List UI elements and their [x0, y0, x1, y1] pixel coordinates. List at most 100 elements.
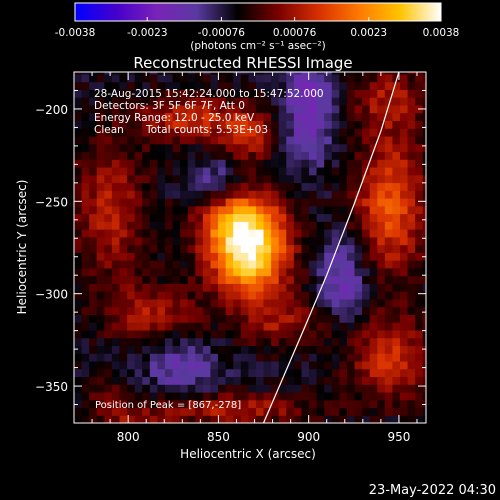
heatmap-cell: [240, 298, 249, 308]
heatmap-cell: [157, 415, 166, 423]
heatmap-cell: [142, 275, 151, 284]
solar-limb-line: [262, 72, 400, 423]
heatmap-cell: [119, 252, 128, 261]
heatmap-cell: [339, 190, 348, 199]
heatmap-cell: [301, 112, 310, 122]
heatmap-cell: [324, 345, 333, 354]
heatmap-cell: [248, 166, 257, 176]
heatmap-cell: [248, 159, 257, 168]
heatmap-cell: [422, 298, 426, 308]
heatmap-cell: [187, 275, 196, 284]
heatmap-cell: [324, 159, 333, 168]
heatmap-cell: [278, 415, 287, 423]
heatmap-cell: [316, 213, 325, 222]
heatmap-cell: [415, 275, 424, 284]
heatmap-cell: [248, 407, 257, 416]
heatmap-cell: [384, 306, 394, 315]
heatmap-cell: [104, 89, 113, 98]
heatmap-cell: [293, 384, 303, 393]
heatmap-cell: [316, 291, 325, 300]
heatmap-cell: [142, 182, 151, 191]
heatmap-cell: [233, 120, 242, 129]
heatmap-cell: [346, 174, 356, 184]
heatmap-cell: [301, 229, 310, 238]
heatmap-cell: [331, 415, 340, 423]
heatmap-cell: [218, 104, 227, 114]
heatmap-cell: [415, 73, 424, 83]
heatmap-cell: [384, 399, 394, 409]
heatmap-cell: [81, 322, 90, 331]
heatmap-cell: [362, 120, 371, 129]
heatmap-cell: [111, 182, 121, 191]
heatmap-cell: [127, 376, 136, 385]
heatmap-cell: [278, 291, 287, 300]
heatmap-cell: [74, 337, 83, 347]
heatmap-cell: [89, 384, 98, 393]
heatmap-cell: [331, 275, 340, 284]
heatmap-cell: [286, 298, 295, 308]
heatmap-cell: [400, 143, 409, 153]
heatmap-cell: [339, 399, 348, 409]
heatmap-cell: [172, 128, 181, 137]
heatmap-cell: [392, 159, 401, 168]
heatmap-cell: [89, 135, 98, 145]
heatmap-cell: [149, 89, 158, 98]
heatmap-cell: [218, 143, 227, 153]
heatmap-cell: [240, 221, 249, 230]
heatmap-cell: [74, 112, 83, 122]
heatmap-cell: [89, 368, 98, 378]
heatmap-cell: [225, 135, 234, 145]
heatmap-cell: [187, 73, 196, 83]
heatmap-cell: [233, 353, 242, 362]
heatmap-cell: [248, 376, 257, 385]
heatmap-cell: [233, 314, 242, 323]
heatmap-cell: [400, 329, 409, 339]
heatmap-cell: [415, 337, 424, 347]
heatmap-cell: [309, 104, 318, 114]
heatmap-cell: [271, 384, 280, 393]
heatmap-cell: [240, 260, 249, 269]
heatmap-cell: [263, 345, 272, 354]
heatmap-cell: [324, 174, 333, 184]
heatmap-cell: [324, 329, 333, 339]
heatmap-cell: [195, 221, 204, 230]
heatmap-cell: [331, 81, 340, 90]
heatmap-cell: [346, 407, 356, 416]
heatmap-cell: [81, 306, 90, 315]
heatmap-cell: [316, 384, 325, 393]
heatmap-cell: [218, 291, 227, 300]
heatmap-cell: [172, 120, 181, 129]
heatmap-cell: [400, 73, 409, 83]
heatmap-cell: [384, 112, 394, 122]
heatmap-cell: [293, 329, 303, 339]
heatmap-cell: [346, 360, 356, 370]
heatmap-cell: [339, 267, 348, 277]
heatmap-cell: [225, 205, 234, 215]
heatmap-cell: [384, 384, 394, 393]
heatmap-cell: [225, 190, 234, 199]
heatmap-cell: [324, 73, 333, 83]
heatmap-cell: [362, 376, 371, 385]
heatmap-cell: [316, 182, 325, 191]
heatmap-cell: [149, 97, 158, 106]
heatmap-cell: [172, 368, 181, 378]
heatmap-cell: [111, 368, 121, 378]
heatmap-cell: [134, 415, 143, 423]
heatmap-cell: [339, 73, 348, 83]
heatmap-cell: [134, 314, 143, 323]
heatmap-cell: [324, 368, 333, 378]
heatmap-cell: [392, 345, 401, 354]
heatmap-cell: [422, 205, 426, 215]
heatmap-cell: [111, 128, 121, 137]
heatmap-cell: [157, 275, 166, 284]
heatmap-cell: [195, 73, 204, 83]
heatmap-cell: [119, 120, 128, 129]
heatmap-cell: [233, 89, 242, 98]
heatmap-cell: [96, 275, 105, 284]
heatmap-cell: [134, 322, 143, 331]
heatmap-cell: [172, 306, 181, 315]
heatmap-cell: [362, 151, 371, 160]
heatmap-cell: [339, 368, 348, 378]
heatmap-cell: [134, 368, 143, 378]
heatmap-cell: [210, 205, 219, 215]
